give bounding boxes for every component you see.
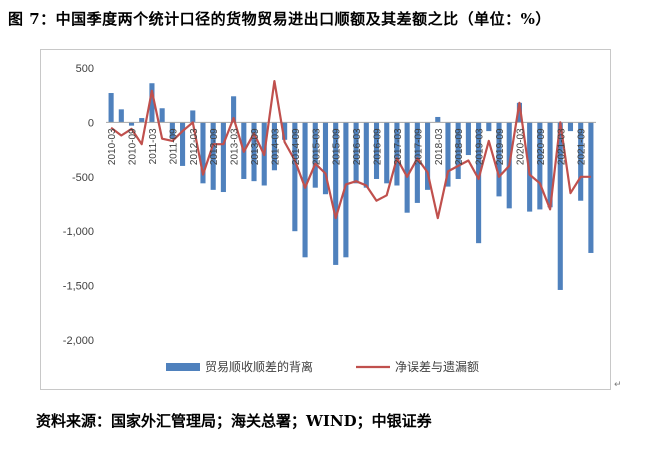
y-tick-label: -1,500 (63, 281, 94, 293)
bar (567, 122, 574, 132)
x-tick-label: 2020-03 (515, 128, 526, 165)
bar (312, 122, 318, 188)
bar (200, 122, 206, 184)
x-tick-label: 2010-03 (107, 128, 118, 165)
bar (139, 118, 145, 123)
bar (118, 109, 124, 123)
x-tick-label: 2016-03 (352, 128, 363, 165)
bar (271, 122, 277, 171)
legend-bar-label: 贸易顺收顺差的背离 (205, 359, 313, 374)
x-tick-label: 2019-03 (475, 128, 486, 165)
bar (322, 122, 329, 195)
chart-title: 图 7：中国季度两个统计口径的货物贸易进出口顺额及其差额之比（单位：%） (8, 10, 551, 28)
y-tick-label: 0 (88, 117, 94, 129)
bar (476, 122, 482, 244)
bar (425, 122, 431, 190)
chart-frame: 500 0 -500 -1,000 -1,500 -2,000 2010-03 2010-0… (40, 49, 611, 390)
bar (516, 102, 522, 123)
bar (333, 122, 339, 265)
x-tick-label: 2012-03 (189, 128, 200, 165)
bar (149, 83, 155, 123)
bar (220, 122, 226, 193)
bar (496, 122, 502, 197)
legend: 贸易顺收顺差的背离 净误差与遗漏额 (166, 359, 479, 374)
bar (384, 122, 390, 184)
x-tick-label: 2017-09 (413, 128, 424, 165)
legend-bar-swatch (166, 363, 200, 371)
bar (302, 122, 308, 258)
legend-line-label: 净误差与遗漏额 (395, 360, 479, 374)
x-tick-label: 2018-03 (434, 128, 445, 165)
bar (547, 122, 553, 208)
y-tick-label: -2,000 (63, 335, 94, 347)
bar (210, 122, 216, 190)
bar (394, 122, 400, 186)
x-tick-label: 2013-03 (230, 128, 241, 165)
line-series (110, 80, 591, 220)
x-tick-label: 2014-09 (291, 128, 302, 165)
y-axis-labels: 500 0 -500 -1,000 -1,500 -2,000 (63, 63, 94, 347)
bar (343, 122, 349, 258)
bar (557, 122, 563, 290)
x-tick-label: 2021-09 (577, 128, 588, 165)
bar (159, 108, 165, 123)
x-tick-label: 2019-09 (495, 128, 506, 165)
y-tick-label: 500 (76, 63, 94, 75)
bar (190, 110, 196, 123)
bar (445, 122, 451, 187)
paragraph-mark-icon: ↵ (614, 380, 622, 390)
x-tick-label: 2011-09 (168, 128, 179, 164)
bar (435, 116, 441, 123)
x-tick-label: 2011-03 (148, 128, 159, 164)
x-tick-label: 2014-03 (270, 128, 281, 165)
bar (353, 122, 359, 184)
y-tick-label: -1,000 (63, 226, 94, 238)
bar (251, 122, 257, 182)
bar (455, 122, 461, 179)
bar (231, 96, 237, 123)
x-tick-label: 2013-09 (250, 128, 261, 165)
bar (465, 122, 471, 156)
x-tick-label: 2015-09 (332, 128, 343, 165)
bar (108, 93, 114, 123)
bar (128, 122, 135, 126)
bar (537, 122, 543, 210)
bar (169, 122, 175, 139)
bar (180, 122, 186, 166)
bar (588, 122, 594, 253)
bar (363, 122, 369, 188)
y-tick-label: -500 (72, 172, 94, 184)
bar (373, 122, 380, 179)
x-tick-label: 2021-03 (556, 128, 567, 165)
x-tick-label: 2012-09 (209, 128, 220, 165)
bar (404, 122, 410, 213)
bar (414, 122, 420, 203)
x-axis-labels: 2010-03 2010-09 2011-03 2011-09 2012-03 2012-… (107, 128, 588, 165)
x-tick-label: 2018-09 (454, 128, 465, 165)
x-tick-label: 2017-03 (393, 128, 404, 165)
x-tick-label: 2020-09 (536, 128, 547, 165)
line-path (110, 80, 591, 220)
source-note: 资料来源：国家外汇管理局；海关总署；WIND；中银证券 (36, 412, 432, 430)
bar (486, 122, 492, 132)
x-tick-label: 2015-03 (311, 128, 322, 165)
bar (282, 122, 288, 140)
bar (292, 122, 298, 232)
bar (578, 122, 584, 201)
x-tick-label: 2016-09 (373, 128, 384, 165)
bar (527, 122, 533, 212)
x-tick-label: 2010-09 (128, 128, 139, 165)
